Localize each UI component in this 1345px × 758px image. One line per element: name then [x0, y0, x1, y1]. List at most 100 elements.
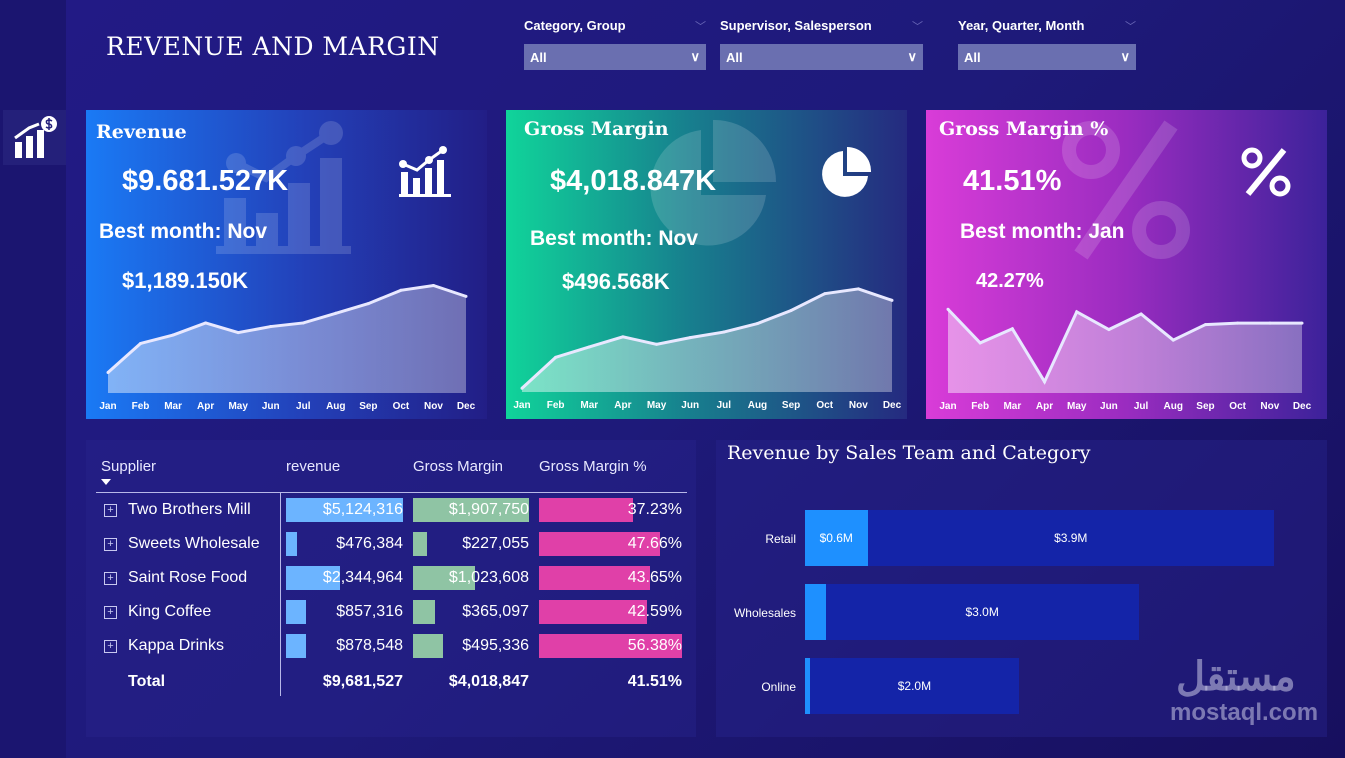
card-title: Revenue: [96, 121, 187, 143]
expand-icon[interactable]: +: [104, 504, 117, 517]
slicer-label: Category, Group: [524, 18, 626, 33]
sparkline-point-nov[interactable]: [1268, 321, 1272, 325]
page-title: REVENUE AND MARGIN: [106, 32, 440, 61]
slicer-dropdown[interactable]: All ∨: [524, 44, 706, 70]
bar-wholesales-segment-2[interactable]: $3.0M: [825, 584, 1139, 640]
month-tick-label: Nov: [1260, 401, 1279, 412]
sparkline-point-jun[interactable]: [269, 325, 273, 329]
pie-chart-icon: [822, 146, 872, 197]
sparkline-point-sep[interactable]: [1203, 323, 1207, 327]
sparkline-point-sep[interactable]: [366, 302, 370, 306]
chevron-down-icon: ∨: [690, 49, 700, 64]
sparkline-point-jun[interactable]: [1107, 328, 1111, 332]
sparkline-point-nov[interactable]: [856, 287, 860, 291]
chevron-down-icon[interactable]: ﹀: [912, 21, 923, 33]
sparkline-point-jul[interactable]: [1139, 312, 1143, 316]
sparkline-point-jan[interactable]: [520, 386, 524, 390]
revenue-value: $857,316: [336, 603, 403, 620]
slicer-dropdown[interactable]: All ∨: [958, 44, 1136, 70]
month-tick-label: Dec: [1293, 401, 1312, 412]
slicer-dropdown[interactable]: All ∨: [720, 44, 923, 70]
category-label: Online: [761, 680, 796, 694]
sparkline-point-apr[interactable]: [621, 335, 625, 339]
total-revenue: $9,681,527: [322, 673, 403, 690]
month-tick-label: Jun: [681, 400, 699, 411]
bar-retail-segment-1[interactable]: $0.6M: [805, 510, 868, 566]
bar-wholesales-segment-1[interactable]: [805, 584, 826, 640]
slicer-value: All: [964, 49, 981, 65]
month-tick-label: Sep: [1196, 401, 1214, 412]
gross-margin-bar: [413, 532, 427, 556]
expand-icon[interactable]: +: [104, 606, 117, 619]
chevron-down-icon[interactable]: ﹀: [695, 21, 706, 33]
sparkline-point-jan[interactable]: [946, 307, 950, 311]
table-row[interactable]: + Kappa Drinks $878,548 $495,336 56.38%: [86, 634, 696, 660]
chart-growth-watermark-icon: [216, 121, 351, 254]
revenue-report-nav-icon[interactable]: [3, 110, 66, 165]
sparkline-point-may[interactable]: [655, 342, 659, 346]
sparkline-point-dec[interactable]: [890, 298, 894, 302]
expand-icon[interactable]: +: [104, 572, 117, 585]
sparkline-point-feb[interactable]: [139, 341, 143, 345]
column-header-gross-margin[interactable]: Gross Margin: [413, 458, 504, 475]
sparkline-point-mar[interactable]: [171, 333, 175, 337]
table-row[interactable]: + King Coffee $857,316 $365,097 42.59%: [86, 600, 696, 626]
sparkline-point-oct[interactable]: [823, 292, 827, 296]
sparkline-point-jan[interactable]: [106, 370, 110, 374]
month-tick-label: Oct: [393, 401, 410, 412]
slicer-category-group[interactable]: Category, Group ﹀ All ∨: [524, 18, 706, 70]
sparkline-point-nov[interactable]: [431, 284, 435, 288]
bar-data-label: $2.0M: [897, 679, 932, 693]
expand-icon[interactable]: +: [104, 640, 117, 653]
sparkline-point-may[interactable]: [236, 331, 240, 335]
expand-icon[interactable]: +: [104, 538, 117, 551]
sparkline-point-mar[interactable]: [1010, 327, 1014, 331]
sparkline-point-oct[interactable]: [399, 288, 403, 292]
sort-descending-icon[interactable]: [101, 479, 111, 485]
sparkline-point-aug[interactable]: [755, 322, 759, 326]
sparkline-point-oct[interactable]: [1236, 321, 1240, 325]
sparkline-point-aug[interactable]: [334, 311, 338, 315]
revenue-bar: [286, 498, 403, 522]
month-tick-label: Mar: [580, 400, 598, 411]
sparkline-point-apr[interactable]: [1043, 380, 1047, 384]
slicer-supervisor-salesperson[interactable]: Supervisor, Salesperson ﹀ All ∨: [720, 18, 923, 70]
sparkline-point-aug[interactable]: [1171, 338, 1175, 342]
sparkline-point-feb[interactable]: [554, 355, 558, 359]
month-tick-label: Sep: [782, 400, 800, 411]
bar-online-segment-2[interactable]: $2.0M: [810, 658, 1019, 714]
sparkline-point-dec[interactable]: [464, 294, 468, 298]
month-tick-label: Feb: [971, 401, 989, 412]
sparkline-point-may[interactable]: [1075, 310, 1079, 314]
gross-margin-bar: [413, 566, 476, 590]
gross-margin-pct-value: 37.23%: [627, 501, 682, 518]
sparkline-line: [946, 308, 1302, 385]
column-header-gross-margin-pct[interactable]: Gross Margin %: [539, 458, 647, 475]
sparkline-point-feb[interactable]: [978, 341, 982, 345]
sparkline-point-sep[interactable]: [789, 308, 793, 312]
month-tick-label: Dec: [883, 400, 902, 411]
bar-retail-segment-2[interactable]: $3.9M: [867, 510, 1274, 566]
sparkline-point-apr[interactable]: [204, 321, 208, 325]
supplier-table: Supplier revenue Gross Margin Gross Marg…: [86, 440, 696, 737]
revenue-bar: [286, 566, 340, 590]
column-header-revenue[interactable]: revenue: [286, 458, 341, 475]
best-month-value: $1,189.150K: [122, 268, 248, 293]
slicer-year-quarter-month[interactable]: Year, Quarter, Month ﹀ All ∨: [958, 18, 1136, 70]
chevron-down-icon[interactable]: ﹀: [1125, 21, 1136, 33]
bar-online-segment-1[interactable]: [805, 658, 811, 714]
column-header-supplier[interactable]: Supplier: [101, 458, 157, 475]
sparkline-point-dec[interactable]: [1300, 321, 1304, 325]
table-row[interactable]: + Sweets Wholesale $476,384 $227,055 47.…: [86, 532, 696, 558]
month-tick-label: Jul: [717, 400, 732, 411]
sparkline-point-jul[interactable]: [722, 330, 726, 334]
sparkline-point-mar[interactable]: [587, 345, 591, 349]
gross-margin-pct-bar: [539, 532, 660, 556]
table-row[interactable]: + Two Brothers Mill $5,124,316 $1,907,75…: [86, 498, 696, 524]
month-tick-label: Apr: [197, 401, 214, 412]
category-label: Wholesales: [733, 606, 796, 620]
table-row[interactable]: + Saint Rose Food $2,344,964 $1,023,608 …: [86, 566, 696, 592]
sparkline-point-jul[interactable]: [301, 321, 305, 325]
gross-margin-pct-value: 56.38%: [627, 637, 682, 654]
sparkline-point-jun[interactable]: [688, 336, 692, 340]
